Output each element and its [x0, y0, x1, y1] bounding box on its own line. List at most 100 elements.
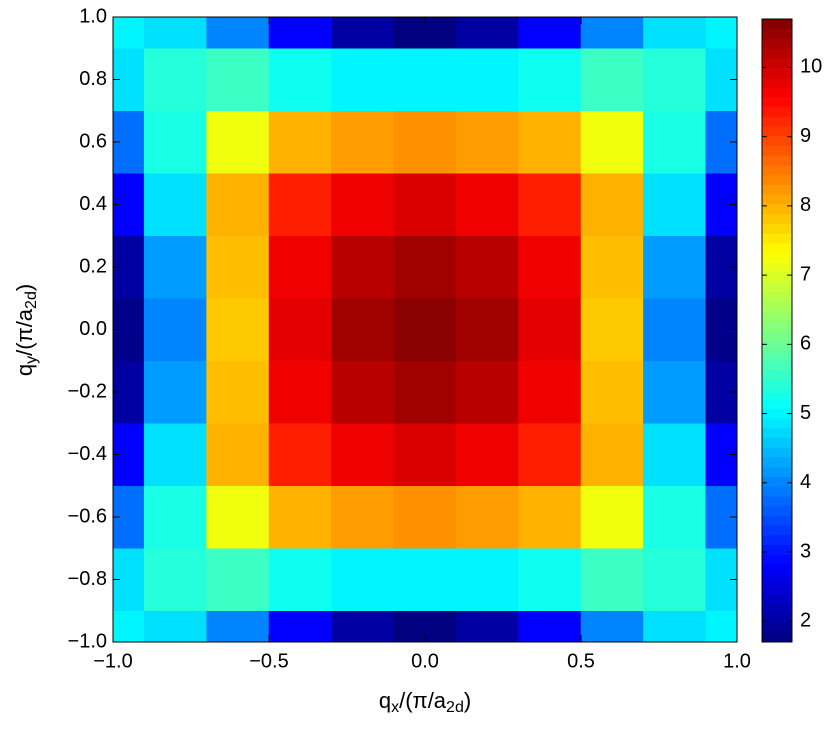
x-axis-label: qx/(π/a2d): [379, 688, 471, 716]
heatmap-cell: [580, 235, 644, 299]
colorbar-segment: [762, 272, 792, 283]
y-tick-label: −0.4: [68, 443, 107, 465]
heatmap-cell: [580, 360, 644, 424]
heatmap-cell: [643, 610, 707, 643]
colorbar-segment: [762, 106, 792, 117]
colorbar-tick-label: 2: [800, 610, 811, 632]
y-tick-label: 0.4: [79, 193, 107, 215]
heatmap-cell: [455, 360, 519, 424]
colorbar-segment: [762, 447, 792, 458]
heatmap-cell: [268, 110, 332, 174]
heatmap-cell: [206, 235, 270, 299]
colorbar-segment: [762, 262, 792, 273]
heatmap-cell: [518, 16, 582, 49]
heatmap-cell: [518, 298, 582, 361]
heatmap-cell: [143, 610, 207, 643]
colorbar-segment: [762, 126, 792, 137]
heatmap-cell: [393, 48, 457, 111]
colorbar-segment: [762, 320, 792, 331]
heatmap-cell: [268, 16, 332, 49]
heatmap-cell: [206, 110, 270, 174]
colorbar-segment: [762, 242, 792, 254]
colorbar-segment: [762, 622, 792, 633]
y-label-part: y: [23, 356, 40, 364]
colorbar-segment: [762, 223, 792, 234]
colorbar-segment: [762, 145, 792, 156]
heatmap-cell: [518, 485, 582, 549]
colorbar-segment: [762, 87, 792, 98]
heatmap-cell: [518, 360, 582, 424]
heatmap-cell: [143, 235, 207, 299]
heatmap-cell: [643, 548, 707, 611]
colorbar-segment: [762, 349, 792, 361]
heatmap-cell: [705, 610, 738, 643]
heatmap-cell: [143, 16, 207, 49]
y-tick-label: 0.8: [79, 68, 107, 90]
heatmap-cell: [455, 610, 519, 643]
x-label-part: x: [391, 699, 399, 716]
y-label-part: 2d: [23, 291, 40, 309]
colorbar-segment: [762, 184, 792, 195]
y-label-part: /(π/a: [12, 308, 37, 356]
colorbar-segment: [762, 437, 792, 448]
colorbar-segment: [762, 583, 792, 594]
heatmap-cell: [643, 110, 707, 174]
heatmap-cell: [331, 548, 395, 611]
colorbar-segment: [762, 96, 792, 108]
heatmap-cell: [705, 16, 738, 49]
colorbar-segment: [762, 495, 792, 507]
heatmap-cell: [206, 48, 270, 111]
colorbar-segment: [762, 632, 792, 643]
heatmap-cell: [580, 423, 644, 486]
colorbar-segment: [762, 281, 792, 293]
heatmap-cell: [455, 173, 519, 236]
heatmap-cell: [268, 360, 332, 424]
colorbar-segment: [762, 194, 792, 205]
heatmap-cell: [268, 298, 332, 361]
heatmap-cell: [518, 173, 582, 236]
heatmap-cell: [643, 235, 707, 299]
heatmap-cell: [331, 360, 395, 424]
heatmap-cell: [206, 485, 270, 549]
heatmap-cell: [580, 610, 644, 643]
heatmap-cell: [112, 610, 145, 643]
heatmap-cell: [331, 610, 395, 643]
colorbar-segment: [762, 67, 792, 78]
colorbar-segment: [762, 398, 792, 409]
colorbar-segment: [762, 28, 792, 39]
y-tick-label: −0.8: [68, 568, 107, 590]
colorbar-segment: [762, 525, 792, 536]
heatmap-cell: [643, 298, 707, 361]
colorbar-segment: [762, 573, 792, 585]
colorbar-segment: [762, 252, 792, 263]
heatmap-cell: [580, 48, 644, 111]
heatmap-cell: [643, 360, 707, 424]
heatmap-cell: [393, 548, 457, 611]
heatmap-cell: [268, 548, 332, 611]
y-tick-label: 0.2: [79, 255, 107, 277]
heatmap-cell: [143, 423, 207, 486]
heatmap: [112, 16, 738, 643]
colorbar-segment: [762, 593, 792, 604]
heatmap-cell: [518, 110, 582, 174]
colorbar-tick-label: 5: [800, 402, 811, 424]
x-label-part: 2d: [446, 699, 464, 716]
colorbar-tick-label: 6: [800, 333, 811, 355]
heatmap-cell: [268, 485, 332, 549]
x-label-part: /(π/a: [399, 688, 447, 713]
x-tick-label: 0.5: [567, 650, 595, 672]
heatmap-cell: [268, 610, 332, 643]
colorbar-tick-label: 9: [800, 125, 811, 147]
heatmap-cell: [206, 16, 270, 49]
x-label-part: q: [379, 688, 391, 713]
heatmap-cell: [143, 548, 207, 611]
heatmap-cell: [143, 298, 207, 361]
colorbar-segment: [762, 57, 792, 69]
heatmap-cell: [331, 110, 395, 174]
heatmap-cell: [331, 48, 395, 111]
y-label-part: q: [12, 364, 37, 376]
colorbar-segment: [762, 379, 792, 390]
colorbar-segment: [762, 408, 792, 419]
colorbar-segment: [762, 165, 792, 176]
